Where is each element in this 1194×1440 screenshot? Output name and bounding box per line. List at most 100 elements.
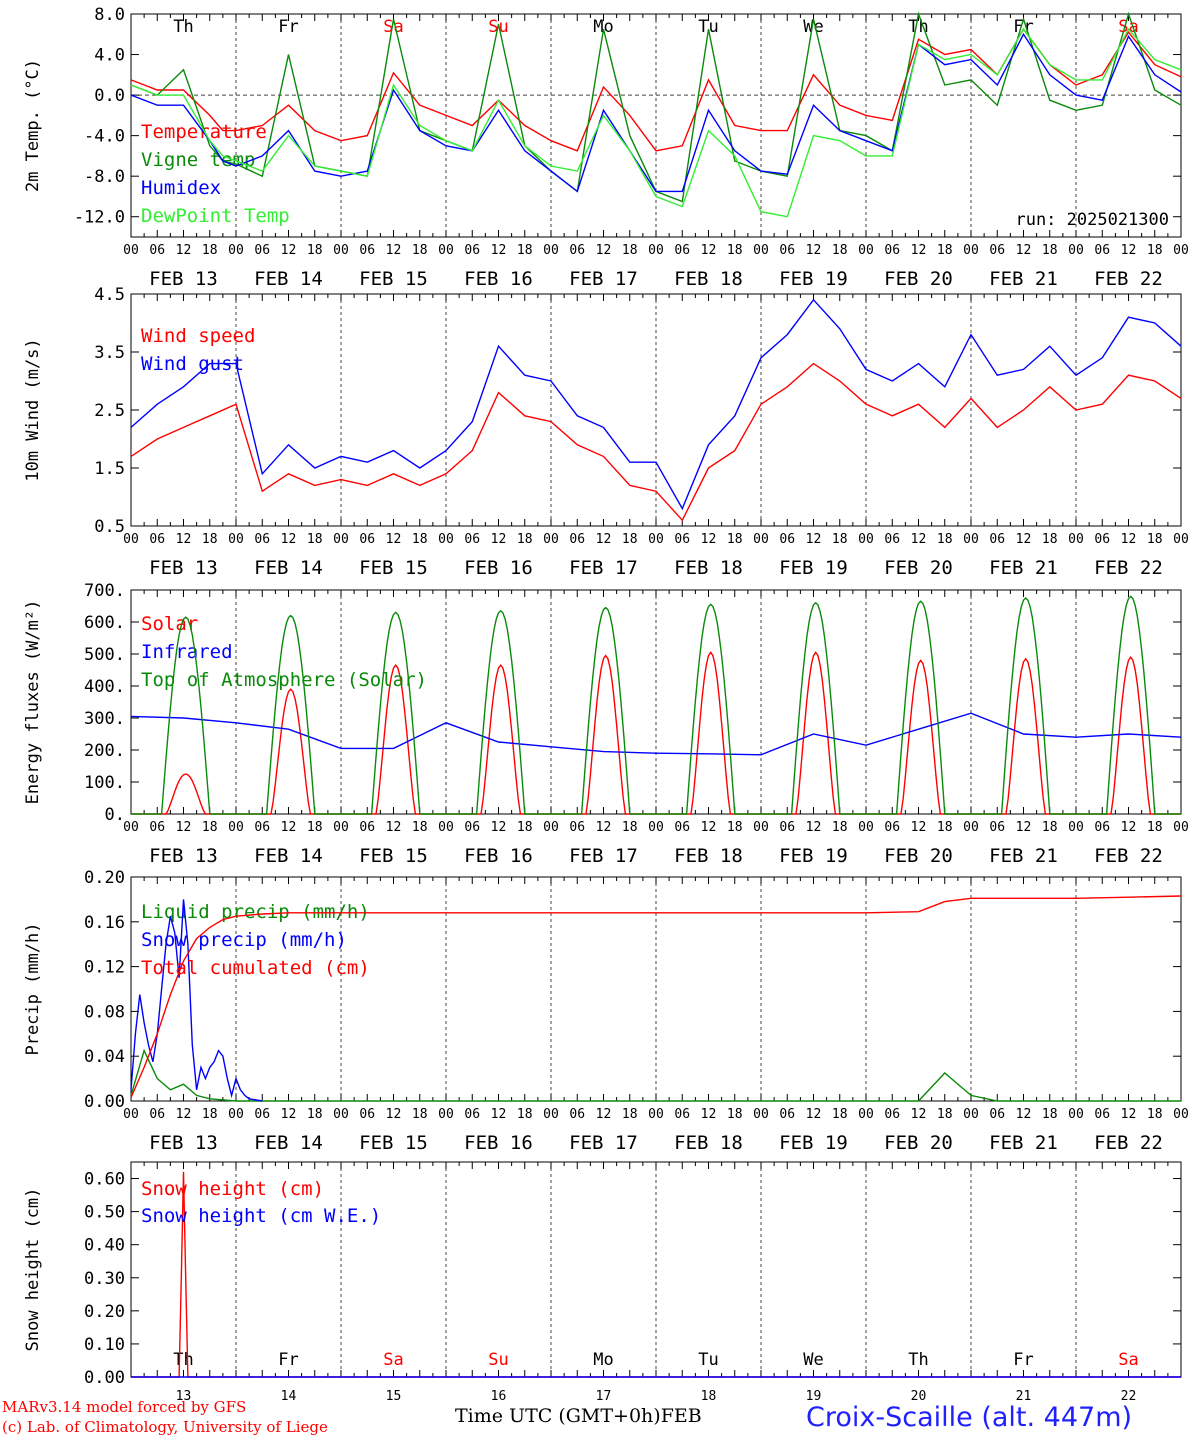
day-of-week-label: Sa [383, 1350, 403, 1370]
x-hour-label: 06 [1094, 820, 1110, 835]
y-tick-label: 700. [84, 581, 125, 601]
x-date-label: FEB 22 [1094, 845, 1163, 867]
x-day-number: 15 [386, 1389, 402, 1404]
x-hour-label: 06 [569, 532, 585, 547]
day-of-week-label: Th [173, 17, 193, 37]
x-hour-label: 06 [1094, 1107, 1110, 1122]
series-line-wind-gust [130, 298, 1182, 511]
x-date-label: FEB 18 [674, 1132, 743, 1154]
y-tick-label: 0.00 [84, 1368, 125, 1388]
y-tick-label: 100. [84, 773, 125, 793]
y-tick-label: 0.16 [84, 913, 125, 933]
x-hour-label: 00 [438, 532, 454, 547]
y-axis-label: 2m Temp. (°C) [23, 59, 43, 192]
x-hour-label: 12 [491, 243, 507, 258]
y-tick-label: 0.60 [84, 1170, 125, 1190]
x-hour-label: 00 [648, 1107, 664, 1122]
y-tick-label: 500. [84, 645, 125, 665]
x-day-number: 21 [1016, 1389, 1032, 1404]
x-hour-label: 00 [228, 243, 244, 258]
day-of-week-label: Tu [698, 17, 718, 37]
x-hour-label: 18 [727, 1107, 743, 1122]
x-hour-label: 00 [438, 243, 454, 258]
x-hour-label: 12 [806, 820, 822, 835]
series-line-total-cumulated-cm- [130, 895, 1182, 1098]
x-hour-label: 06 [989, 532, 1005, 547]
x-hour-label: 18 [622, 820, 638, 835]
x-hour-label: 00 [438, 820, 454, 835]
x-hour-label: 06 [254, 532, 270, 547]
x-date-label: FEB 16 [464, 845, 533, 867]
y-axis-label: 10m Wind (m/s) [23, 338, 43, 481]
x-hour-label: 06 [884, 243, 900, 258]
x-hour-label: 00 [963, 532, 979, 547]
x-hour-label: 06 [359, 1107, 375, 1122]
x-hour-label: 00 [543, 243, 559, 258]
x-hour-label: 12 [1016, 820, 1032, 835]
y-tick-label: 0.20 [84, 868, 125, 888]
x-hour-label: 18 [517, 532, 533, 547]
x-hour-label: 18 [1147, 820, 1163, 835]
x-hour-label: 18 [832, 820, 848, 835]
x-hour-label: 18 [622, 1107, 638, 1122]
x-date-label: FEB 17 [569, 845, 638, 867]
x-hour-label: 12 [701, 532, 717, 547]
x-hour-label: 00 [858, 1107, 874, 1122]
x-hour-label: 00 [963, 243, 979, 258]
run-annotation: run: 2025021300 [1015, 210, 1169, 230]
x-hour-label: 12 [491, 820, 507, 835]
y-tick-label: 2.5 [94, 401, 125, 421]
x-hour-label: 18 [307, 820, 323, 835]
x-date-label: FEB 18 [674, 268, 743, 290]
day-of-week-label: Fr [1013, 1350, 1033, 1370]
x-hour-label: 12 [281, 243, 297, 258]
x-hour-label: 18 [307, 1107, 323, 1122]
x-hour-label: 00 [963, 1107, 979, 1122]
x-hour-label: 06 [149, 532, 165, 547]
plot-frame [130, 13, 1182, 238]
x-hour-label: 18 [832, 243, 848, 258]
y-tick-label: 4.0 [94, 46, 125, 66]
x-hour-label: 18 [1147, 243, 1163, 258]
x-hour-label: 00 [858, 532, 874, 547]
x-hour-label: 12 [1016, 243, 1032, 258]
y-tick-label: 300. [84, 709, 125, 729]
x-hour-label: 12 [806, 1107, 822, 1122]
x-hour-label: 06 [884, 820, 900, 835]
x-hour-label: 06 [674, 243, 690, 258]
x-date-label: FEB 16 [464, 268, 533, 290]
x-hour-label: 00 [963, 820, 979, 835]
x-hour-label: 06 [359, 532, 375, 547]
day-of-week-label: Th [173, 1350, 193, 1370]
series-line-temperature [130, 27, 1182, 152]
series-line-dewpoint-temp [130, 27, 1182, 218]
x-hour-label: 12 [911, 1107, 927, 1122]
x-date-label: FEB 14 [254, 557, 323, 579]
legend-entry: Total cumulated (cm) [141, 957, 370, 979]
x-date-label: FEB 21 [989, 268, 1058, 290]
y-tick-label: 0.20 [84, 1302, 125, 1322]
x-hour-label: 12 [1016, 1107, 1032, 1122]
x-date-label: FEB 13 [149, 1132, 218, 1154]
x-hour-label: 00 [1068, 532, 1084, 547]
x-hour-label: 18 [307, 532, 323, 547]
x-day-number: 19 [806, 1389, 822, 1404]
x-hour-label: 00 [543, 1107, 559, 1122]
x-date-label: FEB 21 [989, 557, 1058, 579]
x-hour-label: 18 [1042, 532, 1058, 547]
x-hour-label: 00 [648, 532, 664, 547]
x-date-label: FEB 19 [779, 1132, 848, 1154]
x-date-label: FEB 17 [569, 557, 638, 579]
x-hour-label: 06 [359, 820, 375, 835]
x-hour-label: 06 [779, 820, 795, 835]
x-hour-label: 18 [202, 820, 218, 835]
x-hour-label: 00 [123, 532, 139, 547]
legend-entry: Snow height (cm W.E.) [141, 1205, 381, 1227]
x-hour-label: 06 [779, 1107, 795, 1122]
x-hour-label: 12 [701, 820, 717, 835]
x-day-number: 20 [911, 1389, 927, 1404]
x-hour-label: 12 [176, 243, 192, 258]
x-hour-label: 12 [806, 532, 822, 547]
x-date-label: FEB 13 [149, 557, 218, 579]
plot-frame [130, 589, 1182, 815]
